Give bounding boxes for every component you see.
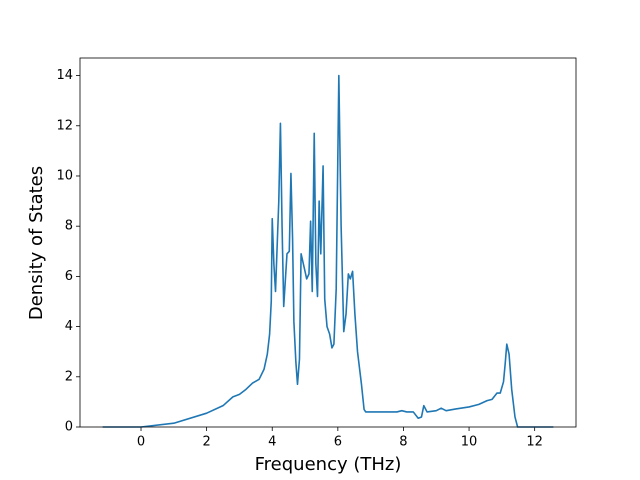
x-tick-label: 2: [202, 435, 210, 450]
axes-frame: [79, 57, 577, 428]
x-tick-label: 8: [399, 435, 407, 450]
x-tick-label: 6: [334, 435, 342, 450]
y-tick-label: 6: [65, 269, 73, 284]
x-tick-label: 0: [137, 435, 145, 450]
y-tick-label: 8: [65, 219, 73, 234]
y-axis-label: Density of States: [26, 166, 47, 320]
dos-line: [102, 74, 554, 428]
x-tick-label: 10: [461, 435, 478, 450]
y-tick-label: 12: [56, 118, 73, 133]
x-tick-label: 12: [526, 435, 543, 450]
y-tick-label: 0: [65, 420, 73, 435]
y-tick-label: 4: [65, 319, 73, 334]
x-tick-label: 4: [268, 435, 276, 450]
y-tick-label: 10: [56, 168, 73, 183]
y-tick-label: 2: [65, 369, 73, 384]
x-axis-label: Frequency (THz): [255, 454, 402, 475]
y-tick-label: 14: [56, 68, 73, 83]
